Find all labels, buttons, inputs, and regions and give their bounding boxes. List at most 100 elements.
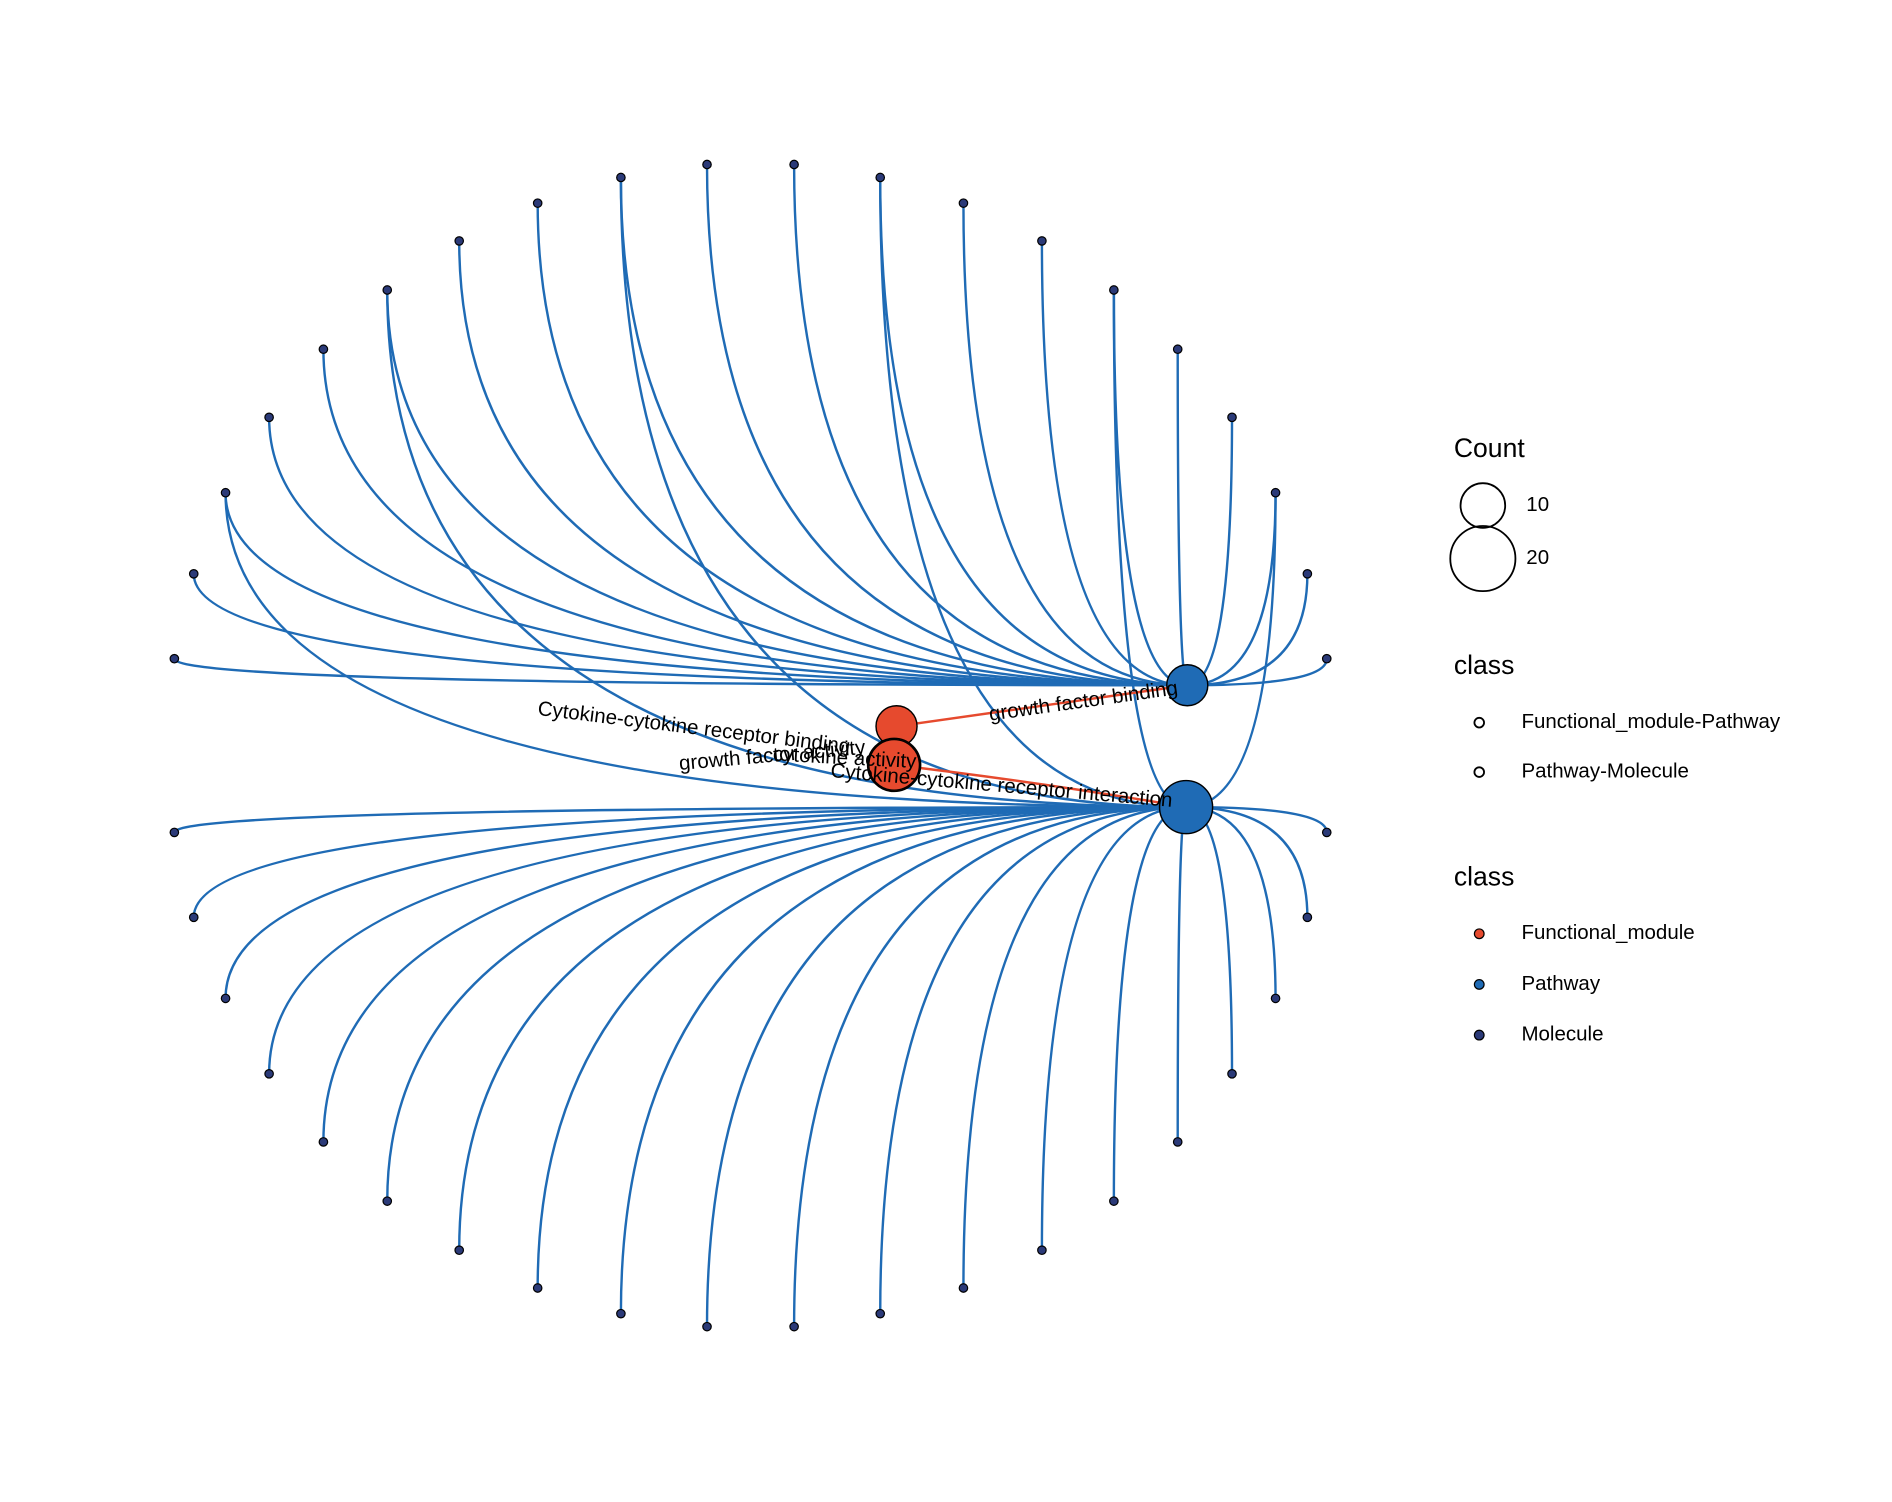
pathway-molecule-edge	[458, 805, 1187, 1251]
pathway-molecule-edge	[386, 805, 1187, 1202]
pathway-molecule-edge	[705, 805, 1187, 1327]
molecule-node	[958, 1283, 969, 1293]
node-labels: Cytokine-cytokine receptor bindinggrowth…	[537, 676, 1180, 811]
molecule-node	[875, 1308, 886, 1319]
legend-key	[1473, 716, 1485, 729]
molecule-node	[169, 827, 180, 838]
pathway-molecule-edge	[192, 573, 1188, 687]
edges	[173, 164, 1328, 1327]
pathway-molecule-edge	[1186, 492, 1277, 809]
legend-item: Pathway	[1521, 972, 1600, 995]
molecule-node	[264, 412, 274, 423]
molecule-node	[169, 653, 180, 664]
pathway-molecule-edge	[224, 492, 1188, 687]
molecule-node	[532, 1283, 543, 1293]
molecule-node	[1227, 1068, 1237, 1079]
molecule-node	[1302, 912, 1313, 923]
pathway-molecule-edge	[879, 177, 1188, 687]
molecule-node	[382, 1196, 393, 1206]
pathway-molecule-edge	[267, 805, 1187, 1074]
molecule-node	[616, 1308, 626, 1319]
nodes	[169, 159, 1332, 1332]
functional-module-node	[868, 738, 921, 791]
molecule-node	[1172, 344, 1183, 355]
molecule-node	[318, 344, 329, 355]
legend-key	[1473, 928, 1485, 940]
pathway-molecule-edge	[1186, 805, 1309, 918]
molecule-node	[220, 487, 231, 498]
molecule-node	[1172, 1137, 1183, 1147]
legend-key	[1473, 1029, 1485, 1041]
molecule-node	[958, 198, 969, 208]
molecule-node	[264, 1068, 274, 1079]
legend-key	[1473, 766, 1485, 778]
module-pathway-edge	[896, 684, 1188, 728]
pathway-molecule-edge	[173, 658, 1188, 687]
pathway-molecule-edge	[536, 805, 1187, 1288]
molecule-node	[1037, 1245, 1047, 1256]
pathway-molecule-edge	[962, 203, 1188, 687]
pathway-molecule-edge	[619, 177, 1187, 809]
molecule-node	[1302, 568, 1313, 579]
pathway-molecule-edge	[1185, 805, 1234, 1074]
legend-item: Molecule	[1521, 1023, 1603, 1046]
molecule-node	[1109, 285, 1119, 295]
pathway-molecule-edge	[322, 805, 1187, 1142]
molecule-node	[454, 236, 465, 246]
molecule-node	[875, 172, 886, 183]
pathway-molecule-edge	[224, 492, 1187, 809]
molecule-node	[1270, 487, 1281, 498]
molecule-node	[789, 1321, 799, 1332]
pathway-molecule-edge	[386, 289, 1188, 687]
pathway-molecule-edge	[792, 805, 1187, 1327]
pathway-molecule-edge	[458, 240, 1188, 687]
pathway-molecule-edge	[267, 417, 1188, 687]
pathway-node	[1166, 664, 1209, 707]
module-pathway-edge	[893, 763, 1187, 809]
legend-item: Functional_module-Pathway	[1521, 710, 1780, 733]
molecule-node	[616, 172, 626, 183]
molecule-node	[702, 1321, 712, 1332]
molecule-node	[220, 993, 231, 1004]
legend-size-label: 10	[1526, 493, 1549, 516]
molecule-node	[1321, 827, 1332, 838]
molecule-node	[188, 912, 199, 923]
legend-title: Count	[1454, 433, 1525, 463]
pathway-molecule-edge	[1112, 289, 1187, 809]
pathway-molecule-edge	[322, 349, 1188, 687]
legend-size-circle	[1459, 482, 1507, 529]
pathway-molecule-edge	[1187, 573, 1309, 687]
molecule-node	[188, 568, 199, 579]
pathway-molecule-edge	[386, 289, 1187, 809]
pathway-molecule-edge	[879, 805, 1187, 1314]
pathway-molecule-edge	[1187, 658, 1328, 687]
molecule-node	[532, 198, 543, 208]
pathway-molecule-edge	[1176, 805, 1188, 1142]
molecule-node	[382, 285, 393, 295]
molecule-node	[702, 159, 712, 170]
pathway-molecule-edge	[619, 805, 1187, 1314]
molecule-node	[1109, 1196, 1119, 1206]
molecule-node	[1227, 412, 1237, 423]
pathway-molecule-edge	[1186, 805, 1328, 833]
pathway-molecule-edge	[705, 164, 1188, 687]
legend-item: Pathway-Molecule	[1521, 760, 1688, 783]
pathway-molecule-edge	[1176, 349, 1189, 687]
molecule-node	[1321, 653, 1332, 664]
molecule-node	[789, 159, 799, 170]
pathway-molecule-edge	[962, 805, 1187, 1288]
legend-key	[1473, 979, 1485, 990]
pathway-molecule-edge	[1040, 805, 1187, 1251]
legend-title: class	[1454, 861, 1514, 891]
pathway-node	[1158, 779, 1214, 835]
pathway-molecule-edge	[536, 203, 1188, 687]
legend-title: class	[1454, 650, 1514, 680]
legend-size-label: 20	[1526, 546, 1549, 569]
pathway-molecule-edge	[1187, 417, 1234, 687]
pathway-molecule-edge	[792, 164, 1188, 687]
molecule-node	[454, 1245, 465, 1256]
pathway-molecule-edge	[1040, 240, 1188, 687]
legend-size-circle	[1449, 525, 1517, 593]
